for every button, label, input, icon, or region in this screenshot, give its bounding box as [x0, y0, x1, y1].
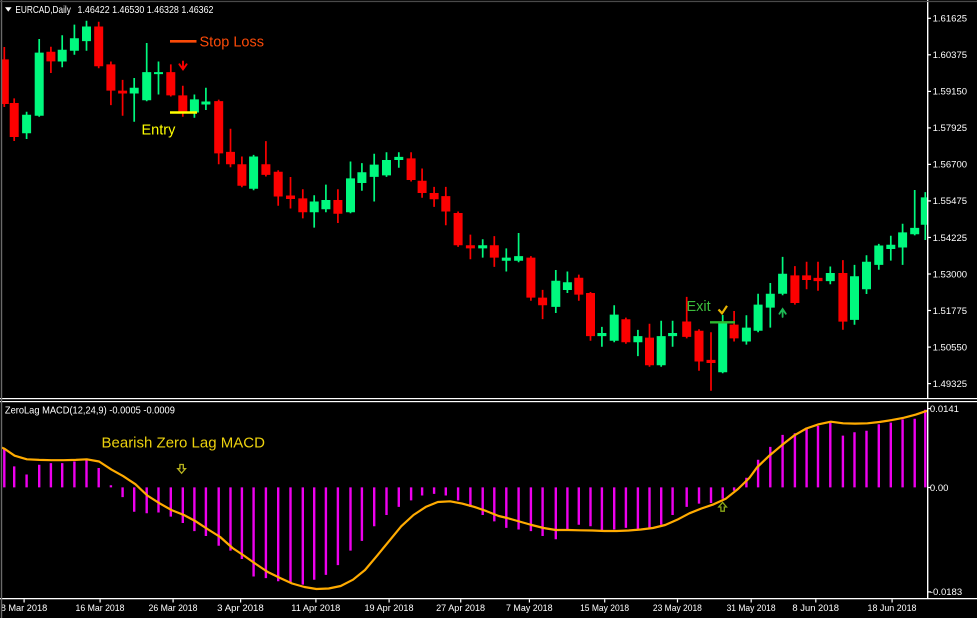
svg-text:1.57925: 1.57925 — [933, 123, 968, 134]
svg-text:8 Jun 2018: 8 Jun 2018 — [792, 603, 839, 614]
svg-text:1.53000: 1.53000 — [933, 269, 968, 280]
svg-text:Entry: Entry — [142, 123, 177, 139]
svg-text:1.59150: 1.59150 — [933, 87, 968, 98]
svg-text:3 Apr 2018: 3 Apr 2018 — [217, 603, 264, 614]
svg-text:1.46422 1.46530 1.46328 1.4636: 1.46422 1.46530 1.46328 1.46362 — [78, 4, 214, 16]
svg-text:15 May 2018: 15 May 2018 — [580, 603, 629, 614]
svg-text:-0.0183: -0.0183 — [930, 587, 962, 598]
svg-text:7 May 2018: 7 May 2018 — [506, 603, 553, 614]
svg-text:31 May 2018: 31 May 2018 — [727, 603, 776, 614]
svg-text:1.51775: 1.51775 — [933, 306, 968, 317]
svg-text:27 Apr 2018: 27 Apr 2018 — [436, 603, 485, 614]
svg-text:0.0141: 0.0141 — [930, 404, 959, 415]
svg-text:23 May 2018: 23 May 2018 — [653, 603, 702, 614]
svg-text:19 Apr 2018: 19 Apr 2018 — [365, 603, 414, 614]
svg-text:18 Jun 2018: 18 Jun 2018 — [868, 603, 917, 614]
svg-text:Exit: Exit — [687, 299, 711, 315]
svg-text:8 Mar 2018: 8 Mar 2018 — [1, 603, 48, 614]
svg-text:1.54225: 1.54225 — [933, 233, 968, 244]
svg-text:26 Mar 2018: 26 Mar 2018 — [149, 603, 198, 614]
svg-text:1.56700: 1.56700 — [933, 160, 968, 171]
svg-text:ZeroLag MACD(12,24,9) -0.0005: ZeroLag MACD(12,24,9) -0.0005 -0.0009 — [5, 404, 175, 416]
svg-text:Bearish Zero Lag MACD: Bearish Zero Lag MACD — [102, 435, 266, 452]
svg-text:EURCAD,Daily: EURCAD,Daily — [15, 4, 71, 16]
svg-text:1.61625: 1.61625 — [933, 14, 968, 25]
svg-text:0.00: 0.00 — [930, 483, 949, 494]
svg-text:1.49325: 1.49325 — [933, 379, 968, 390]
svg-text:1.60375: 1.60375 — [933, 50, 968, 61]
svg-text:1.55475: 1.55475 — [933, 196, 968, 207]
svg-text:11 Apr 2018: 11 Apr 2018 — [291, 603, 340, 614]
svg-text:16 Mar 2018: 16 Mar 2018 — [76, 603, 125, 614]
svg-text:Stop Loss: Stop Loss — [200, 34, 265, 50]
svg-text:1.50550: 1.50550 — [933, 342, 968, 353]
